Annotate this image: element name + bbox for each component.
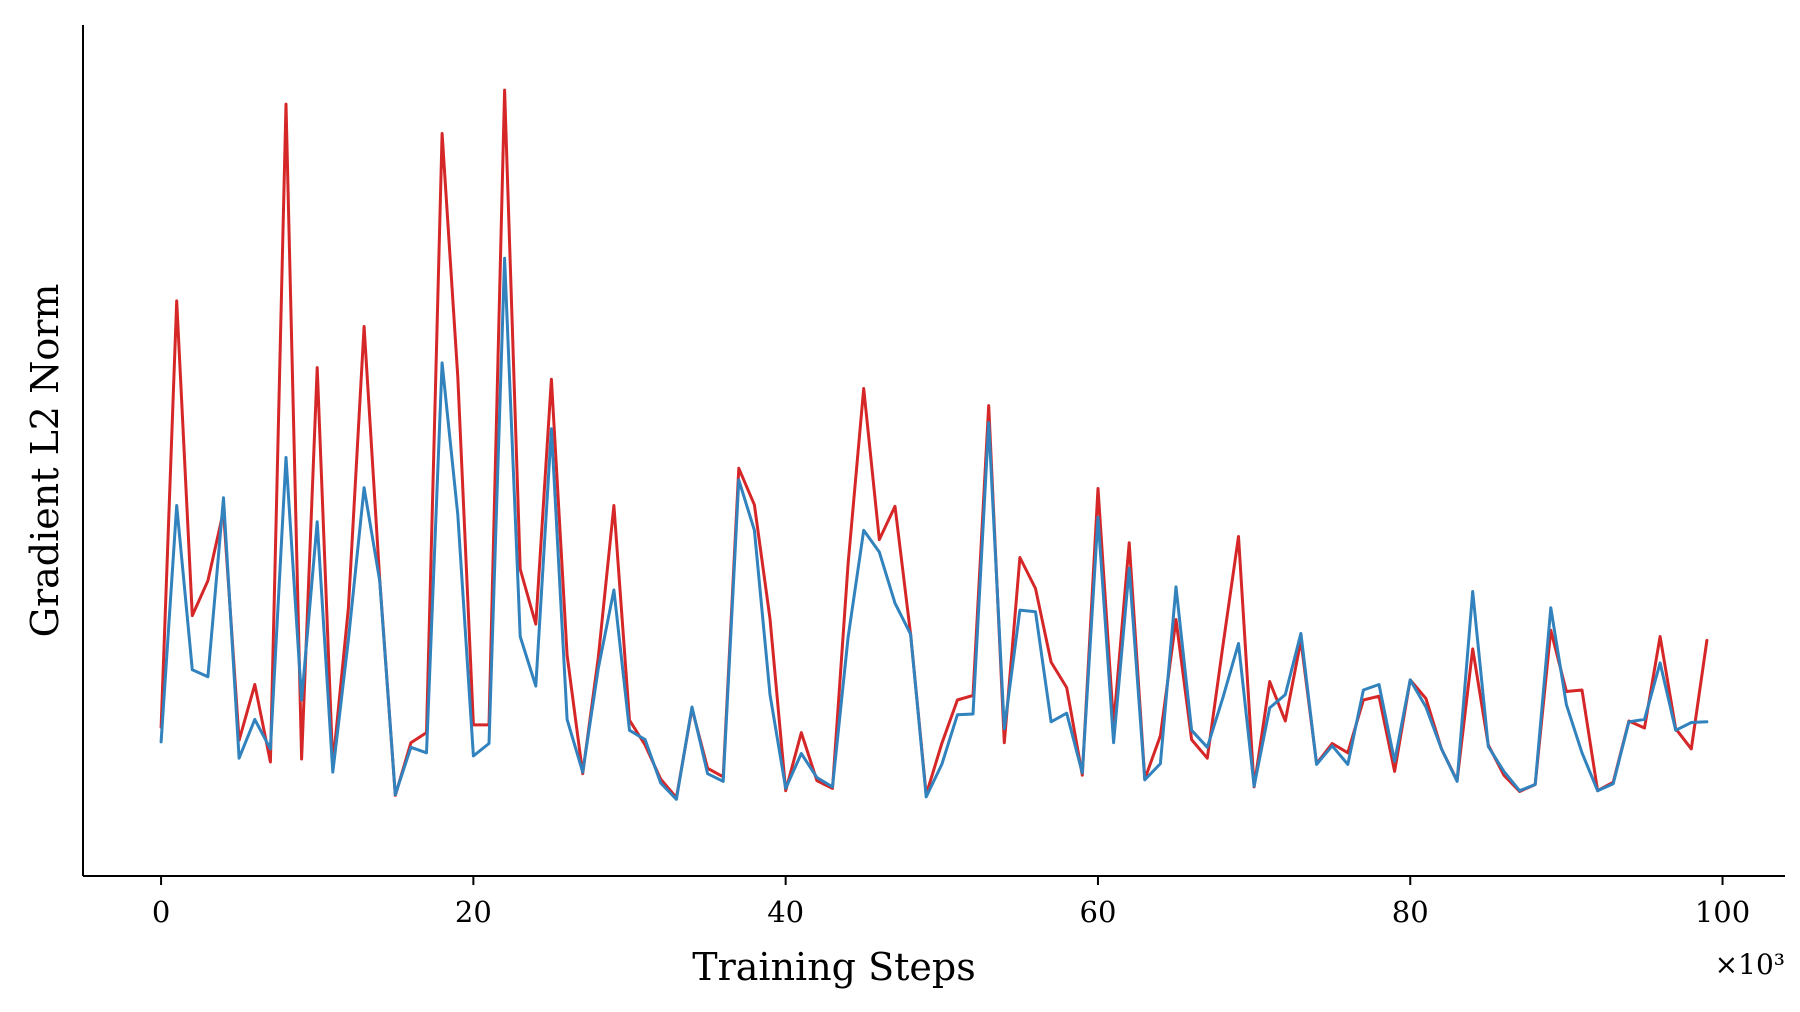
x-tick-label: 100 [1695, 895, 1750, 929]
series-layer [159, 88, 1709, 801]
x-tick-label: 60 [1080, 895, 1117, 929]
x-tick-label: 0 [152, 895, 170, 929]
series-line-2 [159, 256, 1709, 801]
x-axis-label: Training Steps [692, 945, 975, 989]
x-axis-ticks: 0 20 40 60 80 100 [152, 876, 1750, 929]
series-line-1 [159, 88, 1709, 800]
x-tick-label: 20 [455, 895, 492, 929]
y-axis-label: Gradient L2 Norm [23, 284, 67, 638]
x-tick-label: 80 [1392, 895, 1429, 929]
x-tick-label: 40 [767, 895, 804, 929]
x-axis-offset-label: ×10³ [1715, 948, 1785, 981]
